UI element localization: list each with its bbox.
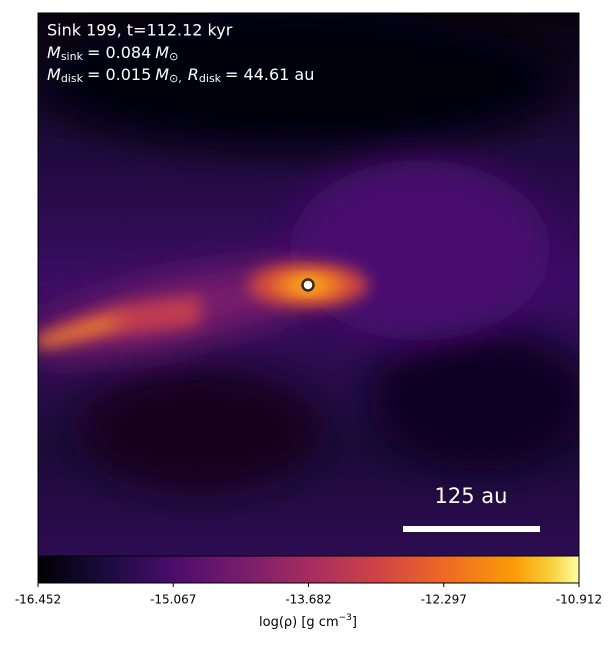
text: R bbox=[188, 65, 199, 84]
x-tick-label: -16.452 bbox=[15, 593, 61, 607]
text: −3 bbox=[339, 613, 352, 623]
density-map bbox=[38, 13, 579, 556]
x-tick-label: -10.912 bbox=[556, 593, 602, 607]
colorbar-label: log(ρ) [g cm−3] bbox=[259, 613, 357, 630]
text: M bbox=[47, 43, 61, 62]
annotation: Mdisk = 0.015 M⊙, Rdisk = 44.61 au bbox=[47, 65, 314, 86]
text: = 44.61 au bbox=[225, 65, 314, 84]
text: M bbox=[155, 43, 169, 62]
text: = 0.015 bbox=[87, 65, 151, 84]
text: disk bbox=[199, 72, 222, 85]
annotation: Sink 199, t=112.12 kyr bbox=[47, 21, 233, 40]
text: M bbox=[155, 65, 169, 84]
text: disk bbox=[61, 72, 84, 85]
annotation: Msink = 0.084 M⊙ bbox=[47, 43, 178, 64]
text: M bbox=[47, 65, 61, 84]
x-tick-label: -15.067 bbox=[150, 593, 196, 607]
text: ] bbox=[352, 615, 357, 630]
text: ⊙, bbox=[169, 72, 182, 85]
text: = 0.084 bbox=[87, 43, 151, 62]
text: sink bbox=[61, 50, 84, 63]
scale-bar-label: 125 au bbox=[435, 484, 508, 508]
colorbar bbox=[37, 555, 580, 584]
x-tick-label: -12.297 bbox=[421, 593, 467, 607]
x-tick-label: -13.682 bbox=[285, 593, 331, 607]
text: ⊙ bbox=[169, 50, 178, 63]
scale-bar bbox=[403, 526, 540, 532]
text: log(ρ) [g cm bbox=[259, 615, 339, 630]
sink-marker bbox=[301, 278, 315, 292]
